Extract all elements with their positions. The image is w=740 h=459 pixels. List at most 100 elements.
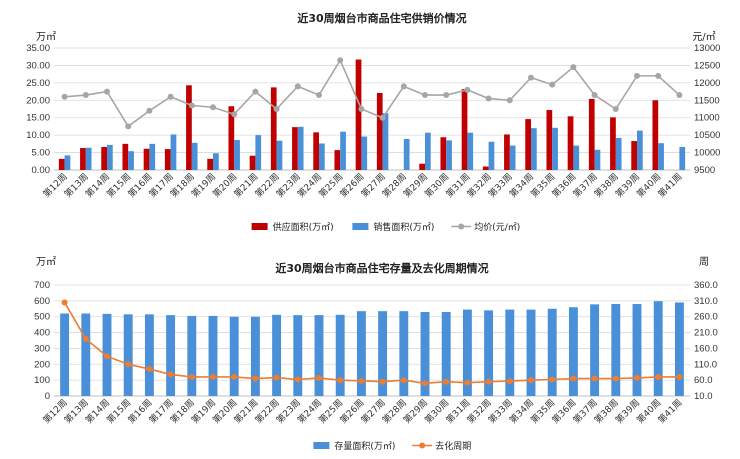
y-left-tick: 400	[34, 328, 50, 339]
bar-1-s1-14	[334, 150, 341, 170]
bar-1-s2-4	[128, 151, 134, 170]
point-1-26	[591, 92, 598, 99]
bar-1-s1-7	[186, 85, 192, 170]
bar-1-s2-29	[658, 143, 664, 170]
y-left-tick: 35.00	[26, 43, 50, 54]
bar-1-s2-3	[107, 144, 113, 170]
point-2-9	[231, 373, 238, 380]
legend-swatch	[352, 223, 369, 230]
point-2-11	[273, 374, 280, 381]
y-right-tick: 11000	[694, 113, 720, 124]
bar-1-s1-25	[567, 116, 574, 170]
bar-2-s1-26	[590, 304, 600, 396]
bar-2-s1-10	[250, 316, 260, 396]
bar-2-s1-22	[505, 309, 515, 396]
point-1-22	[506, 97, 513, 104]
bar-1-s2-26	[594, 149, 601, 170]
chart-title-2: 近30周烟台市商品住宅存量及去化周期情况	[275, 261, 488, 275]
point-1-14	[337, 57, 344, 64]
bar-2-s1-20	[462, 309, 472, 396]
point-2-30	[676, 373, 683, 380]
chart-title-1: 近30周烟台市商品住宅供销价情况	[297, 11, 466, 25]
line-series-2	[63, 302, 680, 385]
bar-2-s1-11	[272, 314, 282, 396]
point-1-16	[379, 114, 386, 121]
legend-label: 销售面积(万㎡)	[373, 221, 434, 233]
bar-1-s2-5	[149, 143, 156, 170]
point-2-26	[591, 375, 598, 382]
bar-1-s2-8	[213, 153, 219, 170]
bar-2-s1-9	[229, 316, 239, 396]
y-right-tick: 310.0	[694, 296, 718, 307]
y-left-tick: 10.00	[26, 130, 50, 141]
point-2-21	[485, 378, 492, 385]
point-1-19	[443, 92, 450, 99]
point-2-14	[337, 377, 344, 384]
point-2-13	[316, 374, 322, 381]
bar-1-s2-13	[319, 143, 325, 170]
bar-2-s1-16	[378, 311, 388, 396]
bar-1-s1-1	[58, 158, 65, 170]
point-2-5	[146, 366, 153, 373]
bar-1-s1-26	[588, 98, 595, 170]
bar-1-s2-19	[446, 140, 452, 170]
bar-2-s1-23	[526, 309, 536, 396]
y-right-tick: 360.0	[694, 280, 718, 291]
bar-1-s2-22	[509, 145, 516, 170]
point-1-30	[676, 92, 683, 99]
bar-1-s2-1	[64, 155, 71, 170]
bar-1-s2-24	[552, 127, 558, 170]
bar-2-s1-27	[611, 304, 621, 396]
bar-1-s1-9	[228, 106, 235, 170]
point-2-8	[210, 373, 216, 380]
point-1-2	[82, 92, 89, 99]
y-left-tick: 100	[34, 375, 50, 386]
point-1-27	[612, 106, 619, 112]
y-left-tick: 25.00	[26, 78, 50, 89]
point-1-9	[231, 111, 238, 118]
y-left-tick: 0	[45, 391, 50, 402]
legend-label: 存量面积(万㎡)	[334, 440, 395, 452]
point-2-20	[464, 379, 471, 386]
point-2-24	[549, 376, 556, 383]
point-1-21	[485, 95, 492, 102]
bar-2-s1-15	[356, 311, 366, 396]
y-right-tick: 13000	[694, 43, 720, 54]
bar-2-s1-28	[632, 304, 642, 396]
y-right-tick: 110.0	[694, 359, 717, 370]
bar-2-s1-17	[399, 311, 409, 396]
bar-1-s2-30	[679, 146, 686, 170]
y-right-tick: 12000	[694, 78, 720, 89]
bar-1-s2-25	[573, 145, 580, 170]
bar-1-s2-28	[637, 130, 643, 170]
bar-2-s1-7	[187, 315, 197, 396]
bar-1-s1-6	[164, 149, 171, 170]
bar-1-s2-18	[425, 132, 431, 170]
bar-1-s1-23	[525, 119, 531, 170]
point-2-23	[528, 377, 534, 384]
point-2-18	[422, 380, 428, 387]
y-right-unit-1: 元/㎡	[692, 31, 715, 43]
bar-2-s1-6	[166, 315, 176, 396]
bar-1-s2-23	[531, 128, 537, 170]
bar-1-s1-12	[292, 127, 298, 170]
y-right-tick: 9500	[694, 165, 715, 176]
legend-marker	[419, 442, 426, 449]
bar-1-s1-4	[122, 143, 129, 170]
bar-1-s1-28	[631, 141, 637, 170]
point-1-24	[549, 81, 556, 88]
line-series-1	[64, 58, 680, 128]
point-1-25	[570, 64, 577, 71]
bar-1-s2-12	[297, 126, 304, 170]
point-1-10	[252, 88, 259, 95]
y-left-tick: 0.00	[32, 165, 51, 176]
legend-swatch	[251, 223, 268, 230]
point-1-18	[422, 92, 428, 99]
point-1-23	[528, 74, 534, 81]
point-1-6	[167, 93, 174, 100]
bar-2-s1-5	[144, 314, 154, 396]
bar-1-s1-24	[546, 110, 553, 170]
point-1-5	[146, 107, 153, 114]
point-1-28	[634, 72, 640, 79]
bar-2-s1-29	[653, 301, 663, 396]
